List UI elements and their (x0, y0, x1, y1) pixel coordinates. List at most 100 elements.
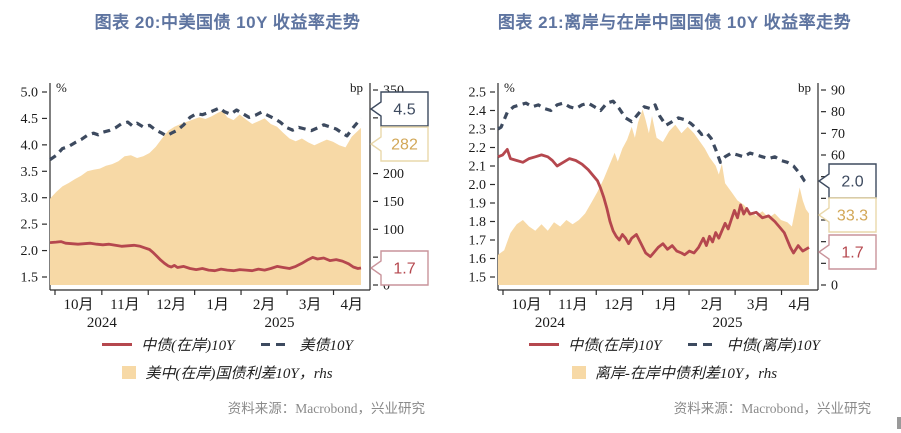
svg-text:bp: bp (798, 80, 811, 95)
legend-row: 中债(在岸)10Y 美债10Y (0, 334, 455, 355)
legend-item: 中债(在岸)10Y (102, 334, 235, 355)
svg-text:1.9: 1.9 (469, 197, 487, 212)
svg-text:100: 100 (383, 223, 404, 238)
legend-label: 美债10Y (299, 338, 353, 354)
svg-text:33.3: 33.3 (837, 208, 868, 225)
svg-text:1.5: 1.5 (21, 271, 39, 286)
svg-text:4月: 4月 (789, 297, 812, 313)
svg-text:282: 282 (391, 137, 418, 154)
svg-text:11月: 11月 (558, 297, 587, 313)
svg-text:150: 150 (383, 195, 404, 210)
y-left-axis: 5.0 4.5 4.0 3.5 3.0 2.5 2.0 1.5% (21, 80, 68, 286)
svg-text:2025: 2025 (712, 315, 742, 331)
svg-text:70: 70 (831, 127, 845, 142)
svg-text:%: % (504, 80, 515, 95)
legend-row: 中债(在岸)10Y 中债(离岸)10Y (448, 334, 901, 355)
svg-text:1.7: 1.7 (841, 245, 863, 262)
svg-text:200: 200 (383, 167, 404, 182)
series-line-solid (49, 240, 362, 273)
svg-text:2.5: 2.5 (21, 218, 39, 233)
svg-text:2.2: 2.2 (469, 141, 487, 156)
svg-text:5.0: 5.0 (21, 86, 39, 101)
svg-text:10月: 10月 (511, 297, 541, 313)
svg-text:1.5: 1.5 (469, 271, 487, 286)
legend-item: 中债(离岸)10Y (687, 334, 820, 355)
svg-text:11月: 11月 (110, 297, 139, 313)
legend-item: 美中(在岸)国债利差10Y，rhs (122, 362, 333, 383)
value-callout: 282 (369, 126, 429, 162)
svg-text:2024: 2024 (535, 315, 566, 331)
svg-text:%: % (56, 80, 67, 95)
value-callout: 2.0 (817, 163, 877, 199)
svg-text:1.6: 1.6 (469, 252, 487, 267)
legend-label: 离岸-在岸中债利差10Y，rhs (594, 366, 778, 382)
svg-text:1.7: 1.7 (469, 234, 487, 249)
svg-text:12月: 12月 (156, 297, 186, 313)
legend-label: 中债(离岸)10Y (726, 338, 820, 354)
x-axis: 10月 11月 12月 1月 2月 3月 4月 2024 2025 (54, 290, 364, 331)
legend-item: 离岸-在岸中债利差10Y，rhs (571, 362, 778, 383)
series-area (50, 110, 361, 285)
legend-row: 美中(在岸)国债利差10Y，rhs (0, 362, 455, 383)
chart-legend: 中债(在岸)10Y 中债(离岸)10Y 离岸-在岸中债利差10Y，rhs (448, 334, 901, 390)
svg-text:2月: 2月 (253, 297, 276, 313)
chart-figure-21: 图表 21:离岸与在岸中国国债 10Y 收益率走势 2.5 2.4 2.3 2.2 2.… (448, 0, 901, 433)
legend-swatch-navy (260, 342, 291, 347)
legend-row: 离岸-在岸中债利差10Y，rhs (448, 362, 901, 383)
figure-title: 图表 20:中美国债 10Y 收益率走势 (94, 13, 361, 32)
series-line-dashed (497, 99, 811, 186)
svg-text:2025: 2025 (264, 315, 294, 331)
svg-text:0: 0 (383, 279, 390, 294)
chart-legend: 中债(在岸)10Y 美债10Y 美中(在岸)国债利差10Y，rhs (0, 334, 455, 390)
legend-swatch-red (102, 343, 133, 346)
series-area (498, 109, 809, 285)
svg-text:90: 90 (831, 84, 845, 99)
svg-text:2.0: 2.0 (21, 244, 39, 259)
chart-canvas: 2.5 2.4 2.3 2.2 2.1 2.0 1.9 1.8 1.7 1.6 1.5% 90 80 70… (469, 80, 877, 331)
svg-text:4.5: 4.5 (21, 112, 39, 127)
legend-swatch-area (571, 366, 586, 379)
svg-text:4月: 4月 (341, 297, 364, 313)
legend-label: 中债(在岸)10Y (141, 338, 235, 354)
svg-text:1.8: 1.8 (469, 215, 487, 230)
svg-text:3.5: 3.5 (21, 165, 39, 180)
source-note: 资料来源：Macrobond，兴业研究 (673, 401, 871, 416)
svg-text:2.0: 2.0 (841, 174, 863, 191)
legend-swatch-area (122, 366, 137, 379)
svg-text:2.4: 2.4 (469, 104, 487, 119)
value-callout: 33.3 (817, 197, 877, 233)
legend-label: 中债(在岸)10Y (568, 338, 662, 354)
svg-text:10月: 10月 (63, 297, 93, 313)
figure-title: 图表 21:离岸与在岸中国国债 10Y 收益率走势 (497, 13, 852, 32)
svg-text:3.0: 3.0 (21, 191, 39, 206)
legend-label: 美中(在岸)国债利差10Y，rhs (145, 366, 333, 382)
legend-item: 美债10Y (260, 334, 353, 355)
svg-text:1月: 1月 (206, 297, 229, 313)
page-corner-mark (897, 417, 901, 429)
value-callout: 1.7 (369, 250, 429, 286)
value-callout: 4.5 (369, 91, 429, 127)
svg-text:4.5: 4.5 (393, 102, 415, 119)
svg-text:2.3: 2.3 (469, 123, 487, 138)
svg-text:2月: 2月 (701, 297, 724, 313)
svg-text:bp: bp (350, 80, 363, 95)
chart-canvas: 5.04.54.03.53.02.52.01.5%350300250200150… (21, 80, 429, 331)
legend-item: 中债(在岸)10Y (529, 334, 662, 355)
svg-text:2.1: 2.1 (469, 160, 487, 175)
svg-text:3月: 3月 (747, 297, 770, 313)
svg-text:2.0: 2.0 (469, 178, 487, 193)
series-line-dashed (49, 106, 363, 162)
series-line-solid (497, 148, 810, 259)
svg-text:4.0: 4.0 (21, 138, 39, 153)
svg-text:80: 80 (831, 105, 845, 120)
value-callout: 1.7 (817, 234, 877, 270)
svg-text:0: 0 (831, 279, 838, 294)
svg-text:1.7: 1.7 (393, 261, 415, 278)
svg-text:1月: 1月 (654, 297, 677, 313)
svg-text:3月: 3月 (299, 297, 322, 313)
svg-text:2.5: 2.5 (469, 86, 487, 101)
x-axis: 10月 11月 12月 1月 2月 3月 4月 2024 2025 (502, 290, 812, 331)
legend-swatch-red (529, 343, 560, 346)
source-note: 资料来源：Macrobond，兴业研究 (227, 401, 425, 416)
